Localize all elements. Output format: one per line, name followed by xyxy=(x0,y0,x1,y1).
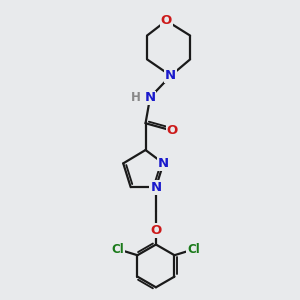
Text: O: O xyxy=(150,224,162,237)
Text: H: H xyxy=(130,92,140,104)
Text: O: O xyxy=(167,124,178,137)
Text: N: N xyxy=(150,181,161,194)
Text: Cl: Cl xyxy=(188,243,200,256)
Text: N: N xyxy=(144,92,156,104)
Text: Cl: Cl xyxy=(112,243,124,256)
Text: N: N xyxy=(158,157,169,170)
Text: O: O xyxy=(161,14,172,27)
Text: N: N xyxy=(165,69,176,82)
